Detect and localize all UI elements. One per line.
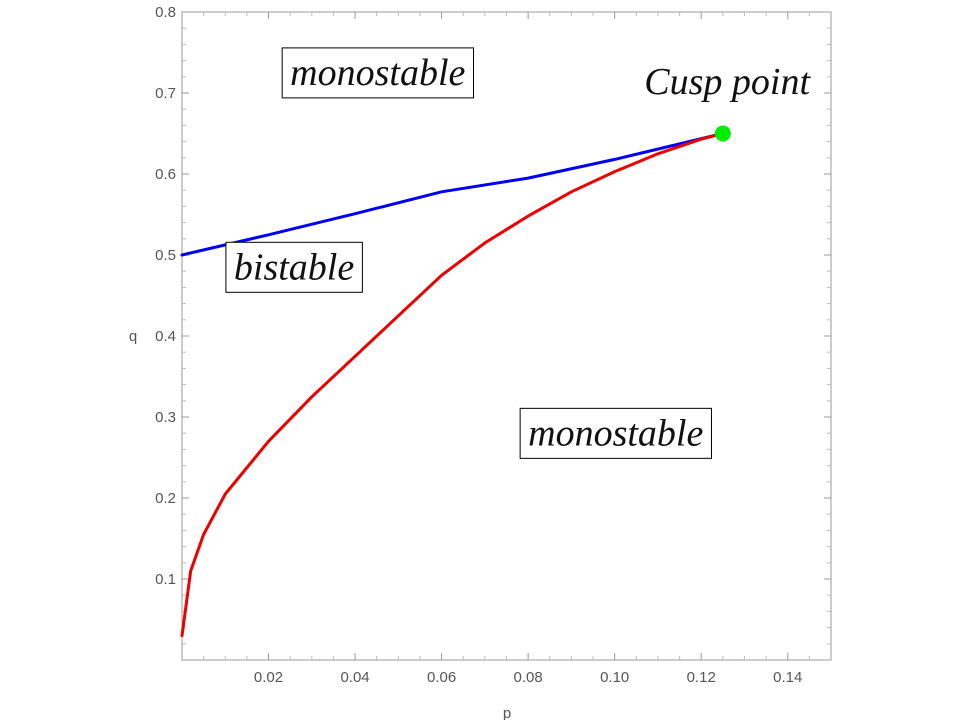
x-tick-label: 0.12: [687, 669, 716, 686]
cusp-point-label: Cusp point: [644, 61, 811, 103]
x-tick-label: 0.10: [600, 669, 629, 686]
series-layer: [180, 125, 731, 638]
series-line-1: [180, 132, 725, 638]
y-tick-label: 0.1: [155, 571, 176, 588]
region-label-text: monostable: [528, 412, 703, 454]
x-tick-label: 0.04: [340, 669, 369, 686]
region-labels: monostable bistable monostable Cusp point: [225, 47, 811, 459]
region-label-box: [519, 407, 712, 459]
x-tick-label: 0.06: [427, 669, 456, 686]
tick-labels: 0.02 0.04 0.06 0.08 0.10 0.12 0.14 0.1 0.2 0.3 0.4…: [155, 4, 802, 686]
plot-frame: [181, 11, 832, 661]
y-tick-label: 0.4: [155, 328, 176, 345]
y-tick-label: 0.3: [155, 409, 176, 426]
y-axis-title: q: [129, 328, 137, 345]
region-label-middle: bistable: [225, 241, 363, 293]
series-line-0: [180, 132, 725, 257]
y-tick-label: 0.5: [155, 247, 176, 264]
region-label-box: [281, 47, 475, 99]
y-tick-label: 0.7: [155, 85, 176, 102]
x-tick-label: 0.08: [514, 669, 543, 686]
region-label-box: [225, 241, 363, 293]
y-tick-label: 0.2: [155, 490, 176, 507]
region-label-bottom: monostable: [519, 407, 712, 459]
ticks: [182, 11, 831, 660]
region-label-text: monostable: [290, 52, 465, 94]
cusp-point-marker: [714, 125, 731, 142]
x-tick-label: 0.14: [773, 669, 802, 686]
region-label-top: monostable: [281, 47, 475, 99]
y-tick-label: 0.6: [155, 166, 176, 183]
y-tick-label: 0.8: [155, 4, 176, 21]
region-label-text: bistable: [234, 246, 354, 288]
x-axis-title: p: [503, 705, 511, 720]
x-tick-label: 0.02: [254, 669, 283, 686]
